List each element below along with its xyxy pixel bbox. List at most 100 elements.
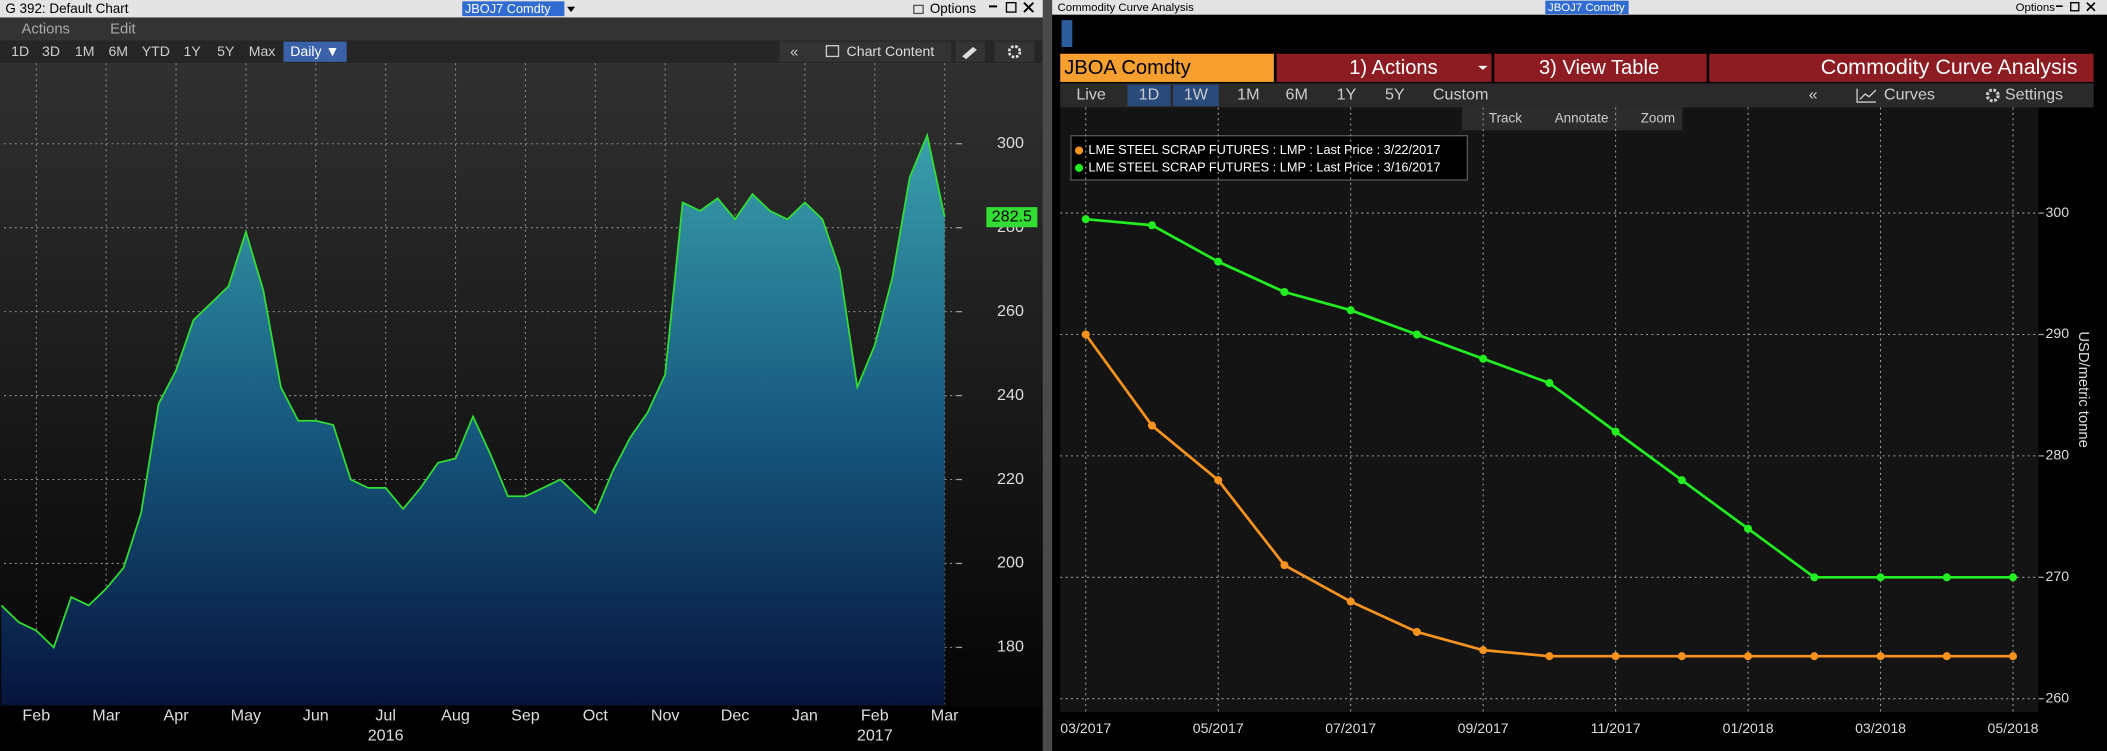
range-button[interactable]: YTD (142, 43, 170, 59)
point (1214, 476, 1223, 485)
actions[interactable]: 1) Actions (1349, 57, 1437, 79)
range-selected (1173, 84, 1219, 107)
legend-label: LME STEEL SCRAP FUTURES : LMP : Last Pri… (1088, 159, 1440, 174)
axis-band (0, 705, 1043, 751)
range-bar (1060, 83, 2094, 108)
chart-content[interactable]: Chart Content (847, 43, 935, 59)
maximize[interactable] (1005, 2, 1017, 13)
command-line[interactable] (1061, 20, 1073, 48)
point (1479, 646, 1488, 655)
x-tick-label: 07/2017 (1325, 720, 1376, 736)
plot-background (1060, 107, 2039, 713)
x-tick-label: Jun (303, 706, 329, 724)
point (2008, 652, 2018, 661)
point (2008, 573, 2018, 582)
x-tick-label: 03/2018 (1855, 720, 1906, 736)
settings-button[interactable] (994, 41, 1035, 62)
ticker[interactable]: JBOJ7 Comdty (1548, 2, 1625, 14)
point (1876, 573, 1885, 582)
point (1479, 354, 1488, 363)
view-table-box[interactable] (1494, 53, 1707, 82)
tool[interactable]: Zoom (1641, 110, 1675, 125)
close[interactable] (2086, 2, 2096, 12)
point (1545, 652, 1554, 661)
ticker-box[interactable] (1545, 0, 1629, 15)
ticker-box[interactable] (462, 1, 565, 17)
menu-item[interactable]: Edit (110, 21, 135, 37)
right-window: Commodity Curve Analysis JBOJ7 Comdty Op… (1052, 0, 2107, 751)
ticker[interactable]: JBOJ7 Comdty (465, 1, 551, 16)
content-box (779, 41, 952, 62)
security[interactable]: JBOA Comdty (1064, 57, 1191, 79)
minimize[interactable] (989, 5, 998, 8)
frequency-box[interactable] (283, 41, 347, 62)
range-button[interactable]: 1D (1139, 86, 1160, 104)
x-tick-label: May (231, 706, 262, 724)
range-button[interactable]: 1Y (184, 43, 202, 59)
x-tick-label: Feb (861, 706, 889, 724)
range-button[interactable]: Live (1076, 86, 1106, 104)
collapse[interactable]: « (1809, 86, 1818, 104)
x-tick-label: 09/2017 (1458, 720, 1509, 736)
point (1147, 421, 1157, 430)
tool[interactable]: Track (1489, 110, 1522, 125)
minimize[interactable] (2055, 5, 2063, 7)
point (1346, 597, 1355, 606)
price-line (0, 132, 946, 649)
point (1147, 221, 1157, 230)
dropdown-arrow[interactable] (567, 6, 576, 13)
actions-box[interactable] (1276, 53, 1492, 82)
close[interactable] (1023, 2, 1035, 13)
tool[interactable]: Annotate (1555, 110, 1609, 125)
y-tick-label: 270 (2046, 568, 2070, 584)
range-buttons: 1D 3D 1M 6M YTD 1Y 5Y Max (11, 43, 275, 59)
range-button[interactable]: 1M (1237, 86, 1259, 104)
range-button[interactable]: 1M (75, 43, 95, 59)
options[interactable]: Options (930, 1, 977, 16)
last-price-box (986, 207, 1038, 228)
legend-marker (1075, 163, 1084, 172)
collapse[interactable]: « (790, 44, 798, 60)
range-buttons: Live 1D 1W 1M 6M 1Y 5Y Custom (1076, 86, 1488, 104)
menu-item[interactable]: Actions (22, 21, 70, 37)
range-button[interactable]: 1Y (1337, 86, 1357, 104)
range-button[interactable]: 6M (1286, 86, 1308, 104)
y-tick-label: 220 (997, 470, 1024, 488)
options[interactable]: Options (2016, 2, 2056, 14)
settings[interactable]: Settings (2005, 86, 2063, 104)
point (1744, 524, 1753, 533)
x-tick-label: 01/2018 (1723, 720, 1774, 736)
y-tick-label: 260 (997, 302, 1024, 320)
range-button[interactable]: 5Y (217, 43, 235, 59)
range-button[interactable]: Max (249, 43, 276, 59)
legend (1070, 135, 1469, 181)
legend-marker (1075, 146, 1084, 155)
x-tick-label: Feb (22, 706, 50, 724)
point (1810, 652, 1819, 661)
point (1412, 627, 1421, 636)
range-button[interactable]: 3D (42, 43, 60, 59)
year-label: 2016 (368, 726, 404, 744)
y-tick-label: 240 (997, 386, 1024, 404)
y-tick-label: 200 (997, 554, 1024, 572)
x-tick-label: 11/2017 (1591, 720, 1641, 736)
range-button[interactable]: Custom (1433, 86, 1489, 104)
curves[interactable]: Curves (1884, 86, 1935, 104)
view-table[interactable]: 3) View Table (1539, 57, 1659, 79)
options-icon (913, 4, 924, 15)
frequency[interactable]: Daily ▼ (290, 43, 339, 59)
x-tick-label: Oct (583, 706, 609, 724)
range-button[interactable]: 1D (11, 43, 29, 59)
point (1744, 652, 1753, 661)
range-button[interactable]: 6M (108, 43, 128, 59)
range-button[interactable]: 5Y (1385, 86, 1405, 104)
y-tick-label: 300 (2046, 204, 2070, 220)
security-box[interactable] (1060, 53, 1274, 82)
range-button[interactable]: 1W (1184, 86, 1209, 104)
x-tick-label: Sep (511, 706, 540, 724)
x-tick-label: Jan (792, 706, 818, 724)
maximize[interactable] (2070, 2, 2080, 12)
area-fill (1, 135, 945, 706)
